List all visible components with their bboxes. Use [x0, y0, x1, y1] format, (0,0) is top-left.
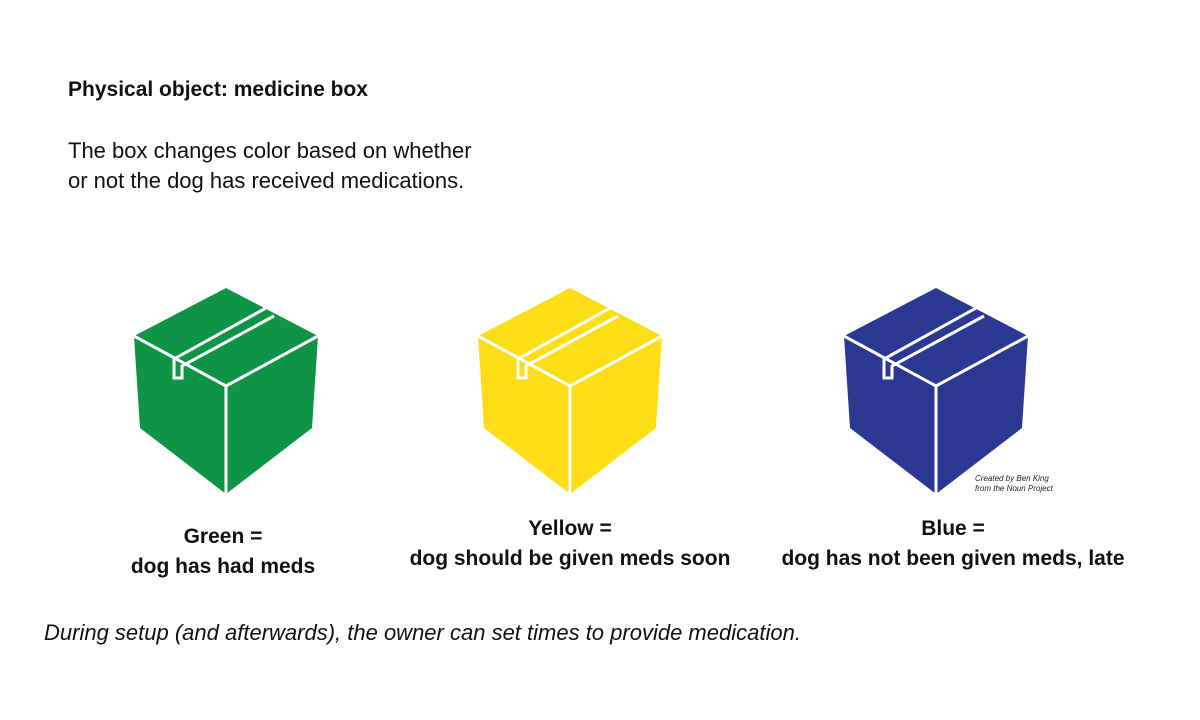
box-left-face [478, 336, 570, 494]
box-left-face [134, 336, 226, 494]
credit-line-1: Created by Ben King [975, 474, 1049, 483]
box-graphic [844, 288, 1028, 494]
description-text: The box changes color based on whether o… [68, 138, 472, 193]
footnote-text: During setup (and afterwards), the owner… [44, 620, 801, 645]
box-graphic [478, 288, 662, 494]
box-left-face [844, 336, 936, 494]
box-right-face [226, 336, 318, 494]
box-top-face [134, 288, 318, 386]
blue-box-icon [844, 288, 1028, 494]
icon-credit: Created by Ben King from the Noun Projec… [975, 474, 1053, 494]
green-caption-title: Green = [183, 525, 263, 548]
yellow-box-icon [478, 288, 662, 494]
yellow-caption: Yellow = dog should be given meds soon [380, 514, 760, 574]
page-title: Physical object: medicine box [68, 78, 368, 101]
box-top-face [844, 288, 1028, 386]
yellow-caption-text: dog should be given meds soon [409, 547, 731, 570]
blue-caption-text: dog has not been given meds, late [781, 547, 1125, 570]
green-caption-text: dog has had meds [130, 555, 316, 578]
blue-caption-title: Blue = [921, 517, 985, 540]
credit-line-2: from the Noun Project [975, 484, 1053, 493]
green-caption: Green = dog has had meds [73, 522, 373, 582]
green-box-icon [134, 288, 318, 494]
blue-caption: Blue = dog has not been given meds, late [753, 514, 1153, 574]
box-right-face [936, 336, 1028, 494]
box-top-face [478, 288, 662, 386]
yellow-caption-title: Yellow = [528, 517, 612, 540]
box-right-face [570, 336, 662, 494]
box-graphic [134, 288, 318, 494]
